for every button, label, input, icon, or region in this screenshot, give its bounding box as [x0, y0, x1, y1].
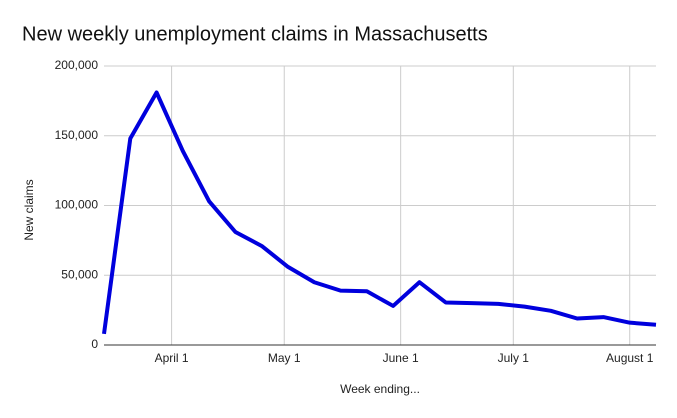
- y-tick-label: 100,000: [55, 198, 99, 212]
- x-tick-label: August 1: [606, 351, 654, 365]
- x-tick-label: May 1: [268, 351, 301, 365]
- y-tick-label: 50,000: [61, 267, 98, 281]
- x-tick-label: June 1: [383, 351, 419, 365]
- y-tick-label: 150,000: [55, 128, 99, 142]
- y-axis-label: New claims: [22, 179, 36, 240]
- y-tick-label: 200,000: [55, 58, 99, 72]
- x-axis-label: Week ending...: [340, 382, 420, 396]
- x-tick-label: July 1: [498, 351, 530, 365]
- x-tick-label: April 1: [155, 351, 189, 365]
- chart-title: New weekly unemployment claims in Massac…: [22, 23, 488, 45]
- data-line: [102, 90, 657, 335]
- y-tick-label: 0: [91, 337, 98, 351]
